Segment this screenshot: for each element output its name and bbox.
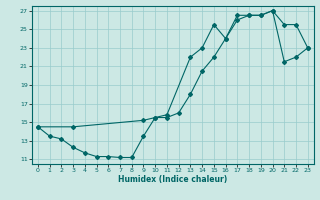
X-axis label: Humidex (Indice chaleur): Humidex (Indice chaleur) — [118, 175, 228, 184]
